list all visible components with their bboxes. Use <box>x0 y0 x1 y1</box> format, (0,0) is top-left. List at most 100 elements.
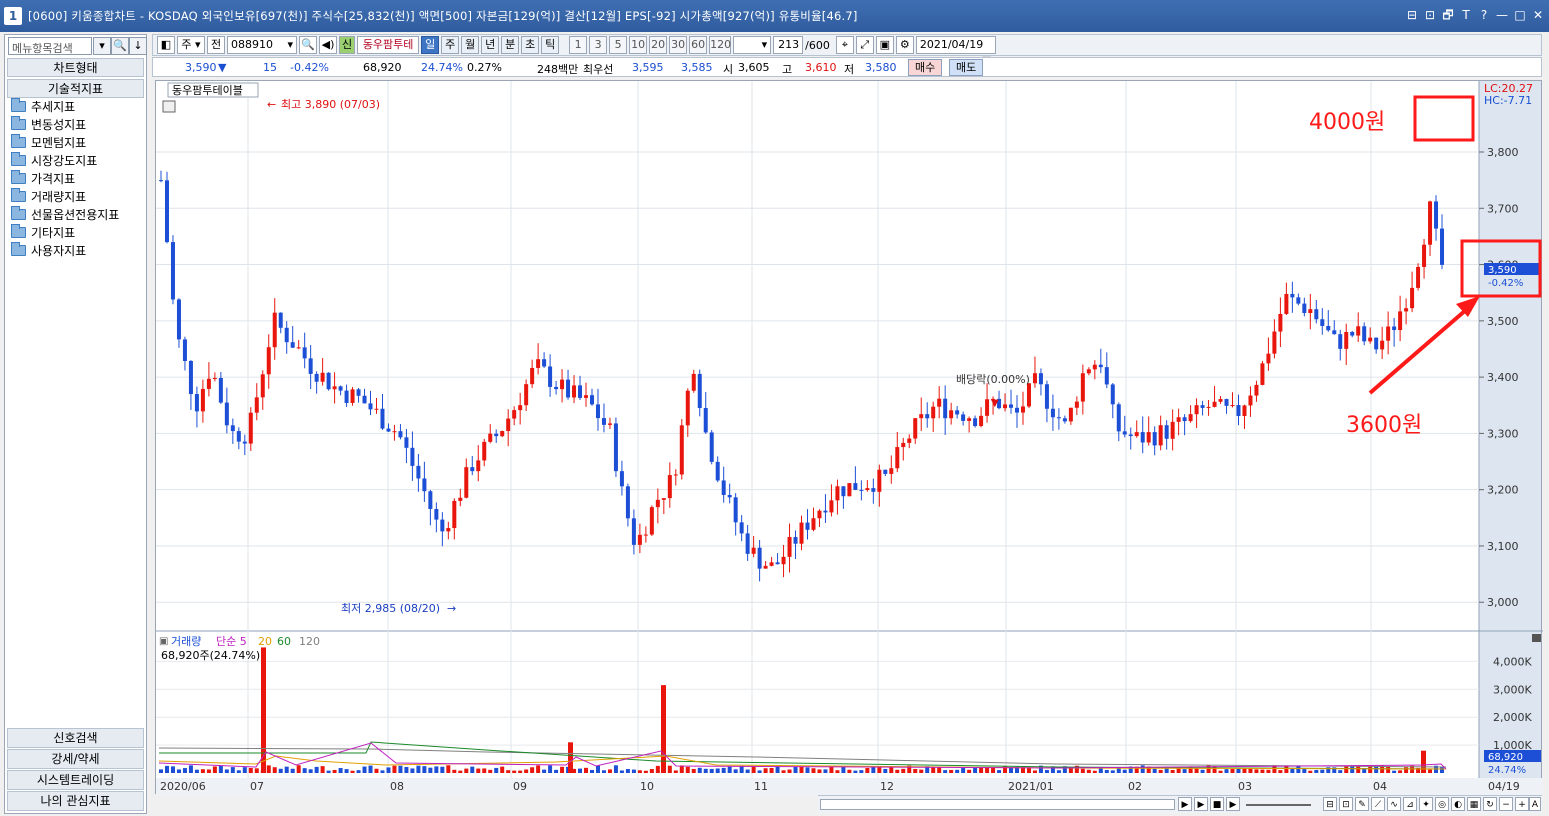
volume-bar <box>997 770 1002 773</box>
volume-bar <box>518 770 523 773</box>
tool-b-icon[interactable]: ✦ <box>1419 797 1433 811</box>
tree-item-other[interactable]: 기타지표 <box>11 223 119 241</box>
tech-indicator-section[interactable]: 기술적지표 <box>7 79 144 98</box>
pane-collapse-icon[interactable] <box>1532 634 1541 642</box>
chart-area[interactable]: 동우팜투테이블 ← 최고 3,890 (07/03) 최저 2,985 (08/… <box>155 80 1543 795</box>
interval-5[interactable]: 5 <box>609 36 628 54</box>
period-month[interactable]: 월 <box>461 36 480 54</box>
wave-tool-icon[interactable]: ∿ <box>1387 797 1401 811</box>
settings-icon[interactable]: ⚙ <box>895 36 914 54</box>
volume-bar <box>907 765 912 773</box>
date-input[interactable]: 2021/04/19 ▦ <box>915 36 996 67</box>
volume-bar <box>422 766 427 773</box>
period-year[interactable]: 년 <box>481 36 500 54</box>
chart-canvas[interactable]: 동우팜투테이블 ← 최고 3,890 (07/03) 최저 2,985 (08/… <box>156 81 1543 795</box>
font-icon[interactable]: T <box>1462 8 1470 22</box>
zoom-in-icon[interactable]: + <box>1515 797 1529 811</box>
step-icon[interactable]: ▶ <box>1226 797 1240 811</box>
table-icon[interactable] <box>162 100 176 113</box>
interval-60[interactable]: 60 <box>689 36 708 54</box>
zoom-slider[interactable] <box>1246 804 1311 806</box>
zoom-out-icon[interactable]: − <box>1499 797 1513 811</box>
text-tool-icon[interactable]: A <box>1529 797 1541 811</box>
interval-3[interactable]: 3 <box>589 36 608 54</box>
interval-10[interactable]: 10 <box>629 36 648 54</box>
chart-type-section[interactable]: 차트형태 <box>7 58 144 77</box>
strength-button[interactable]: 강세/약세 <box>7 749 144 769</box>
sell-button[interactable]: 매도 <box>949 59 984 76</box>
download-icon[interactable]: ↓ <box>129 37 147 55</box>
layout-toggle-icon[interactable]: ◧ <box>157 36 175 54</box>
prev-button[interactable]: 전 <box>207 36 225 54</box>
price-tick-label: 3,100 <box>1487 540 1519 553</box>
buy-button[interactable]: 매수 <box>908 59 943 76</box>
tool-d-icon[interactable]: ◐ <box>1451 797 1465 811</box>
link-icon[interactable]: ⊡ <box>1424 8 1436 22</box>
period-minute[interactable]: 분 <box>501 36 520 54</box>
period-day[interactable]: 일 <box>421 36 440 54</box>
bar-count-input[interactable]: 213 <box>773 36 804 54</box>
scroll-left-icon[interactable]: ▶ <box>1178 797 1192 811</box>
signal-search-button[interactable]: 신호검색 <box>7 728 144 748</box>
scale-icon[interactable]: ⤢ <box>855 36 874 54</box>
period-tick[interactable]: 틱 <box>541 36 560 54</box>
volume-bar <box>961 768 966 773</box>
scroll-track[interactable] <box>820 799 1175 810</box>
my-indicators-button[interactable]: 나의 관심지표 <box>7 791 144 811</box>
folder-icon <box>11 223 26 238</box>
menu-search-input[interactable]: 메뉴항목검색 <box>8 37 92 55</box>
search-icon[interactable]: 🔍 <box>299 36 317 54</box>
tree-item-trend[interactable]: 추세지표 <box>11 97 119 115</box>
minimize-button[interactable]: — <box>1496 8 1508 22</box>
interval-20[interactable]: 20 <box>649 36 668 54</box>
tree-item-volatility[interactable]: 변동성지표 <box>11 115 119 133</box>
volume-bar <box>392 765 397 773</box>
dropdown-icon[interactable]: ▾ <box>93 37 111 55</box>
tool-e-icon[interactable]: ▦ <box>1467 797 1481 811</box>
tree-item-futures[interactable]: 선물옵션전용지표 <box>11 205 119 223</box>
period-second[interactable]: 초 <box>521 36 540 54</box>
close-button[interactable]: ✕ <box>1532 8 1544 22</box>
period-select[interactable]: 주 ▾ <box>177 36 205 54</box>
zoom-fit-icon[interactable]: ⊟ <box>1323 797 1337 811</box>
interval-1[interactable]: 1 <box>569 36 588 54</box>
period-week[interactable]: 주 <box>441 36 460 54</box>
interval-120[interactable]: 120 <box>709 36 732 54</box>
candle-body <box>829 500 834 513</box>
interval-30[interactable]: 30 <box>669 36 688 54</box>
layout-icon[interactable]: ⊟ <box>1406 8 1418 22</box>
stock-code-input[interactable]: 088910 ▾ <box>227 36 297 54</box>
system-trading-button[interactable]: 시스템트레이딩 <box>7 770 144 790</box>
volume-bar <box>236 770 241 773</box>
help-icon[interactable]: ? <box>1480 8 1488 22</box>
maximize-button[interactable]: □ <box>1514 8 1526 22</box>
draw-icon[interactable]: ✎ <box>1355 797 1369 811</box>
search-icon[interactable]: 🔍 <box>111 37 129 55</box>
stop-icon[interactable]: ■ <box>1210 797 1224 811</box>
tree-item-momentum[interactable]: 모멘텀지표 <box>11 133 119 151</box>
scroll-bar[interactable]: ▶ ▶ ■ ▶ ⊟ ⊡ ✎ ⟋ ∿ ⊿ ✦ ◎ ◐ ▦ ↻ − + A <box>818 795 1542 813</box>
candle-body <box>452 500 457 529</box>
volume-bar <box>979 767 984 773</box>
tool-a-icon[interactable]: ⊿ <box>1403 797 1417 811</box>
tool-f-icon[interactable]: ↻ <box>1483 797 1497 811</box>
candle-body <box>500 431 505 437</box>
tree-item-volume[interactable]: 거래량지표 <box>11 187 119 205</box>
tree-item-market-strength[interactable]: 시장강도지표 <box>11 151 119 169</box>
volume-bar <box>715 768 720 773</box>
tree-item-price[interactable]: 가격지표 <box>11 169 119 187</box>
crosshair-icon[interactable]: ⌖ <box>835 36 854 54</box>
play-icon[interactable]: ▶ <box>1194 797 1208 811</box>
volume-bar <box>290 768 295 773</box>
save-icon[interactable]: ▣ <box>875 36 894 54</box>
volume-bar <box>1009 767 1014 773</box>
volume-bar <box>1368 766 1373 773</box>
tool-c-icon[interactable]: ◎ <box>1435 797 1449 811</box>
copy-icon[interactable]: 🗗 <box>1442 8 1454 22</box>
zoom-window-icon[interactable]: ⊡ <box>1339 797 1353 811</box>
volume-bar <box>721 767 726 773</box>
interval-custom-select[interactable]: ▾ <box>733 36 772 54</box>
line-tool-icon[interactable]: ⟋ <box>1371 797 1385 811</box>
tree-item-user[interactable]: 사용자지표 <box>11 241 119 259</box>
speaker-icon[interactable]: ◀) <box>319 36 337 54</box>
